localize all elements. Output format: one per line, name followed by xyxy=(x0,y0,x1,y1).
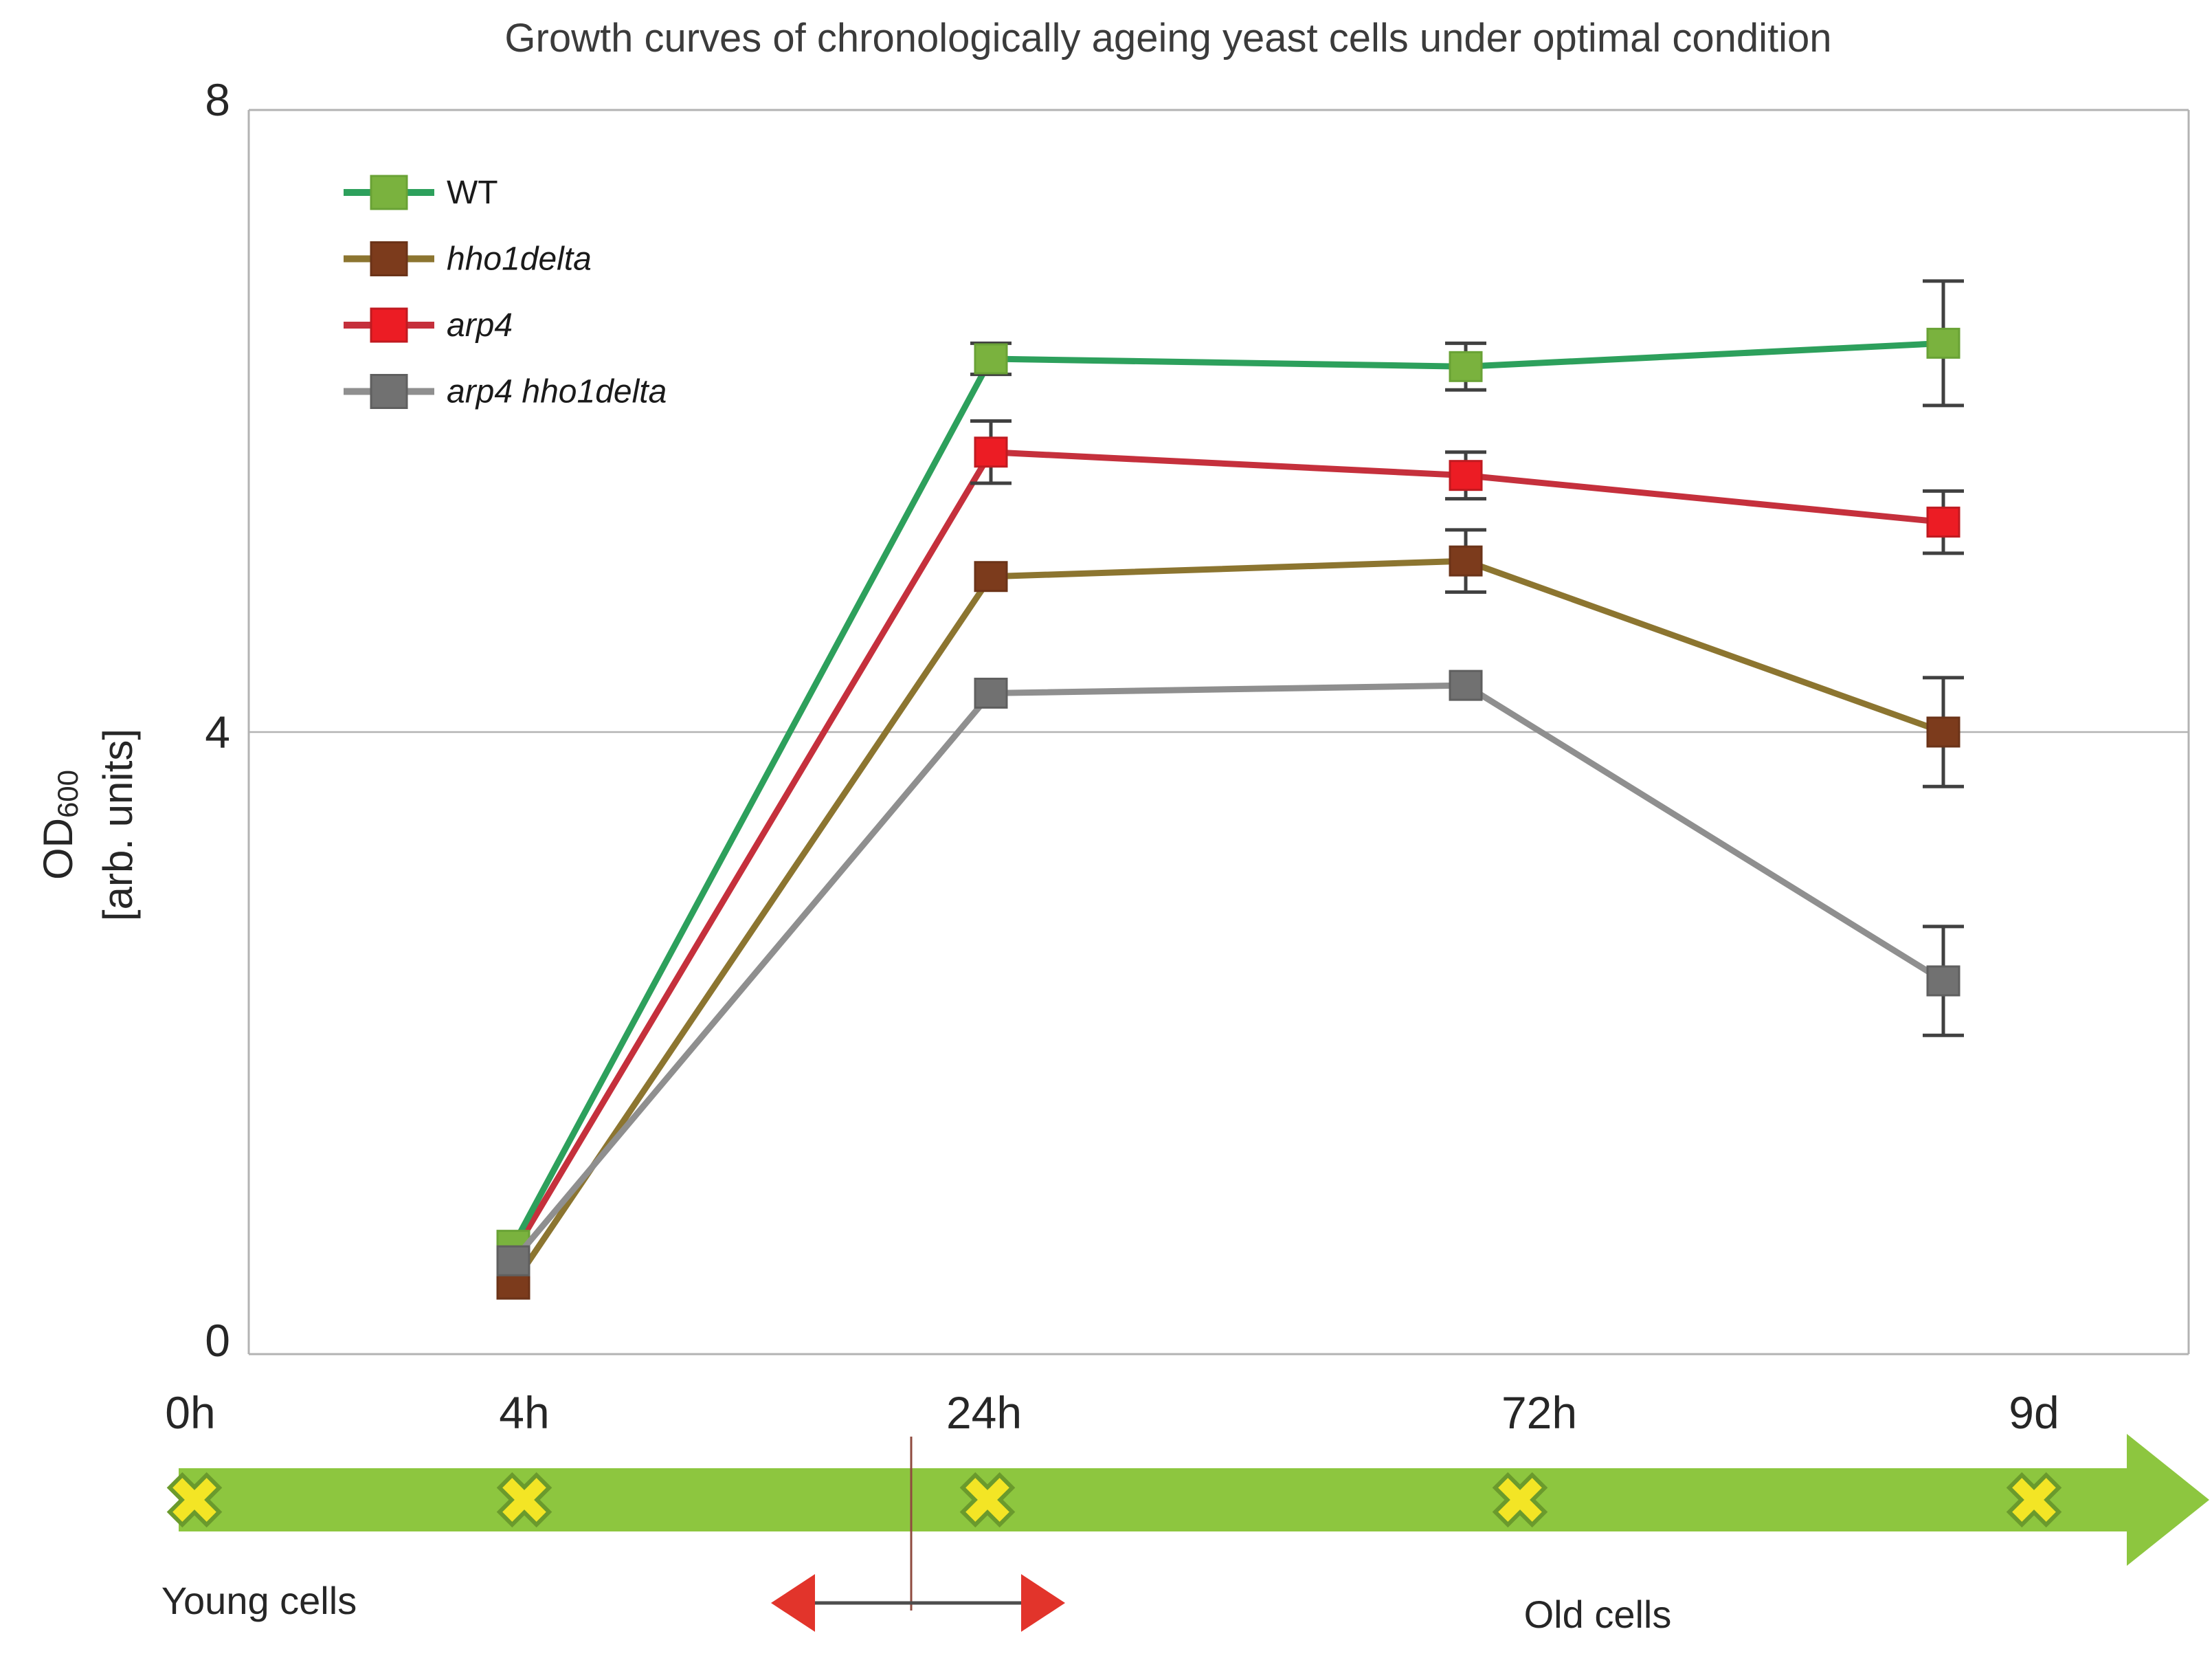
legend-marker xyxy=(370,307,408,343)
legend-label: arp4 xyxy=(447,307,513,344)
data-point-marker xyxy=(1449,545,1483,577)
x-axis-labels: 0h 4h 24h 72h 9d xyxy=(165,1387,2059,1438)
data-point-marker xyxy=(974,436,1008,468)
old-cells-label: Old cells xyxy=(1524,1593,1672,1636)
legend-marker xyxy=(370,374,408,409)
timeline-bar xyxy=(179,1468,2127,1531)
legend-item-arp4: arp4 xyxy=(344,307,513,344)
data-point-marker xyxy=(974,677,1008,709)
data-point-marker xyxy=(1449,351,1483,382)
x-axis-label: 72h xyxy=(1501,1387,1577,1438)
sampling-x-icon xyxy=(1492,1472,1548,1528)
legend-label: arp4 hho1delta xyxy=(447,374,667,410)
x-axis-label: 0h xyxy=(165,1387,215,1438)
legend: WT hho1delta arp4 arp4 hho1delta xyxy=(344,175,667,410)
y-axis-title-units: [arb. units] xyxy=(95,729,141,921)
series-line xyxy=(511,340,1944,1247)
series-WT xyxy=(496,279,1964,1261)
series-line xyxy=(511,682,1945,1263)
data-point-marker xyxy=(974,343,1008,375)
series-arp4-hho1delta xyxy=(496,669,1964,1276)
data-point-marker xyxy=(496,1245,530,1276)
y-axis-title-od: OD600 xyxy=(35,770,84,880)
legend-item-WT: WT xyxy=(344,175,498,211)
data-point-marker xyxy=(1449,669,1483,701)
legend-label: hho1delta xyxy=(447,241,592,278)
legend-marker xyxy=(370,175,408,210)
legend-item-hho1delta: hho1delta xyxy=(344,241,592,278)
sampling-window-annotation xyxy=(771,1437,1065,1632)
sampling-x-icon xyxy=(496,1472,552,1528)
young-cells-label: Young cells xyxy=(161,1579,357,1622)
y-tick-0: 0 xyxy=(205,1315,230,1366)
data-point-marker xyxy=(1449,460,1483,491)
sampling-x-icon xyxy=(2006,1472,2062,1528)
y-tick-8: 8 xyxy=(205,74,230,125)
data-point-marker xyxy=(1926,965,1960,997)
x-axis-label: 24h xyxy=(946,1387,1022,1438)
x-axis-label: 9d xyxy=(2009,1387,2059,1438)
arrow-left-head-icon xyxy=(771,1574,815,1632)
y-axis-title: OD600 [arb. units] xyxy=(35,729,141,921)
legend-marker xyxy=(370,241,408,276)
data-point-marker xyxy=(974,561,1008,593)
sampling-x-icon xyxy=(166,1472,223,1528)
series-hho1delta xyxy=(496,528,1964,1300)
data-point-marker xyxy=(1926,507,1960,538)
y-tick-4: 4 xyxy=(205,707,230,757)
legend-item-arp4-hho1delta: arp4 hho1delta xyxy=(344,374,667,410)
y-axis-title-subscript: 600 xyxy=(52,770,84,818)
data-point-marker xyxy=(1926,716,1960,748)
sampling-x-icon xyxy=(959,1472,1016,1528)
series-line xyxy=(511,557,1945,1286)
timeline-arrow xyxy=(166,1434,2209,1566)
timeline-arrowhead xyxy=(2127,1434,2209,1566)
series-arp4 xyxy=(496,419,1964,1269)
data-point-marker xyxy=(1926,327,1960,359)
series-line xyxy=(511,449,1944,1255)
legend-label: WT xyxy=(447,175,498,211)
arrow-right-head-icon xyxy=(1021,1574,1065,1632)
x-axis-label: 4h xyxy=(499,1387,549,1438)
data-series-layer xyxy=(496,279,1964,1300)
chart-title: Growth curves of chronologically ageing … xyxy=(504,16,1831,60)
